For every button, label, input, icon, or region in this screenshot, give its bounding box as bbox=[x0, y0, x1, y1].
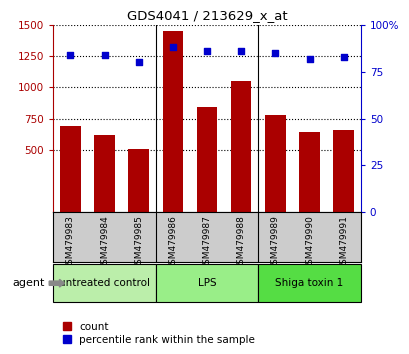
FancyBboxPatch shape bbox=[155, 264, 258, 302]
Text: agent: agent bbox=[13, 278, 45, 288]
Title: GDS4041 / 213629_x_at: GDS4041 / 213629_x_at bbox=[126, 9, 287, 22]
Bar bbox=[265, 115, 285, 212]
Text: GSM479986: GSM479986 bbox=[168, 215, 177, 270]
Point bbox=[237, 48, 244, 54]
Text: GSM479987: GSM479987 bbox=[202, 215, 211, 270]
Point bbox=[339, 54, 346, 59]
Text: GSM479984: GSM479984 bbox=[100, 215, 109, 270]
FancyBboxPatch shape bbox=[53, 264, 155, 302]
Text: LPS: LPS bbox=[197, 278, 216, 288]
Text: GSM479985: GSM479985 bbox=[134, 215, 143, 270]
Point bbox=[67, 52, 74, 58]
Point bbox=[169, 45, 176, 50]
Bar bbox=[60, 126, 81, 212]
Bar bbox=[333, 130, 353, 212]
Text: untreated control: untreated control bbox=[59, 278, 150, 288]
Bar bbox=[230, 81, 251, 212]
Point bbox=[203, 48, 210, 54]
Point bbox=[272, 50, 278, 56]
FancyBboxPatch shape bbox=[258, 264, 360, 302]
Text: Shiga toxin 1: Shiga toxin 1 bbox=[275, 278, 343, 288]
Text: GSM479983: GSM479983 bbox=[66, 215, 75, 270]
Bar bbox=[299, 132, 319, 212]
Point bbox=[306, 56, 312, 61]
Text: GSM479990: GSM479990 bbox=[304, 215, 313, 270]
Text: GSM479991: GSM479991 bbox=[338, 215, 347, 270]
Text: GSM479989: GSM479989 bbox=[270, 215, 279, 270]
Point bbox=[101, 52, 108, 58]
Bar bbox=[128, 149, 148, 212]
Point bbox=[135, 59, 142, 65]
Bar bbox=[196, 107, 217, 212]
Text: GSM479988: GSM479988 bbox=[236, 215, 245, 270]
Legend: count, percentile rank within the sample: count, percentile rank within the sample bbox=[58, 317, 259, 349]
Bar bbox=[162, 31, 183, 212]
Bar bbox=[94, 135, 115, 212]
